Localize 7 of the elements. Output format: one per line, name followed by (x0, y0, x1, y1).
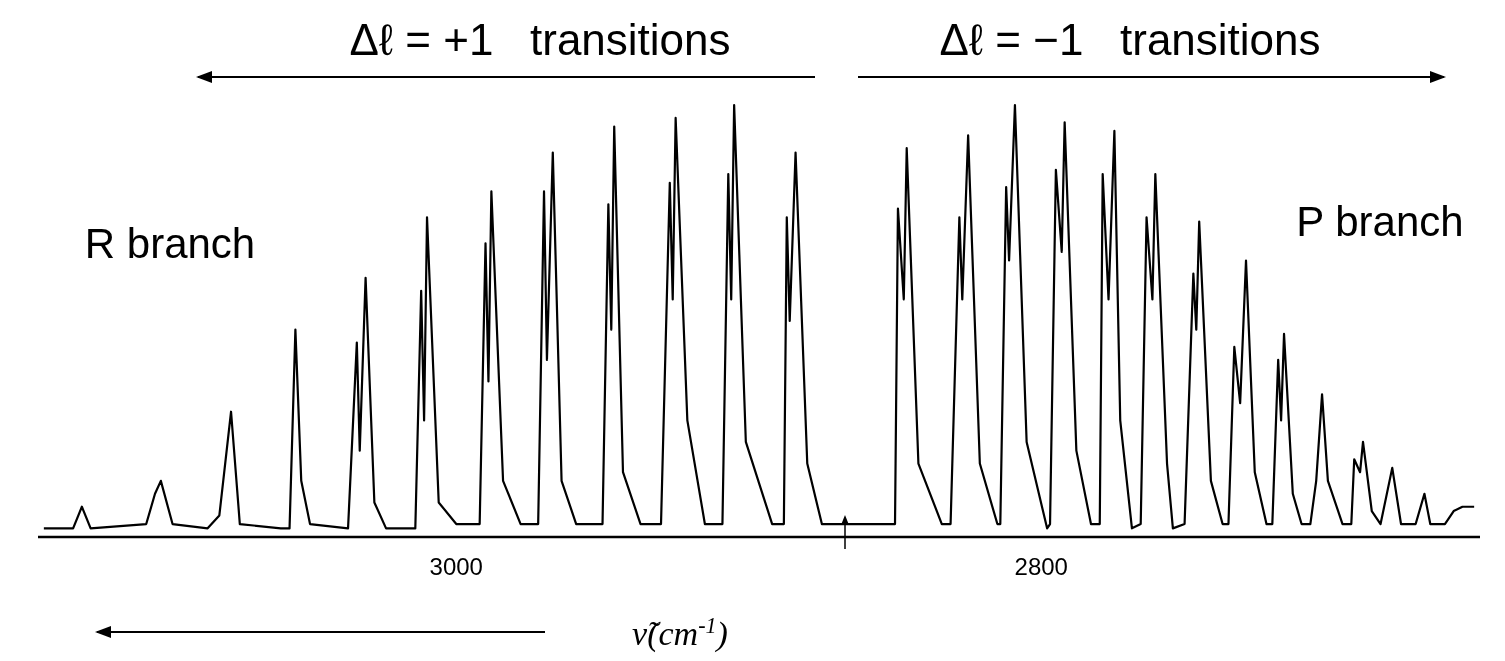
x-axis-title: ν̃(cm$^{-1}$) (632, 612, 728, 653)
text: Δℓ = +1 transitions (349, 15, 731, 64)
text: Δℓ = −1 transitions (939, 15, 1321, 64)
x-tick-label: 2800 (1014, 553, 1068, 580)
x-tick-label: 3000 (429, 553, 483, 580)
annotation: R branch (84, 220, 256, 267)
annotation: P branch (1296, 198, 1464, 245)
